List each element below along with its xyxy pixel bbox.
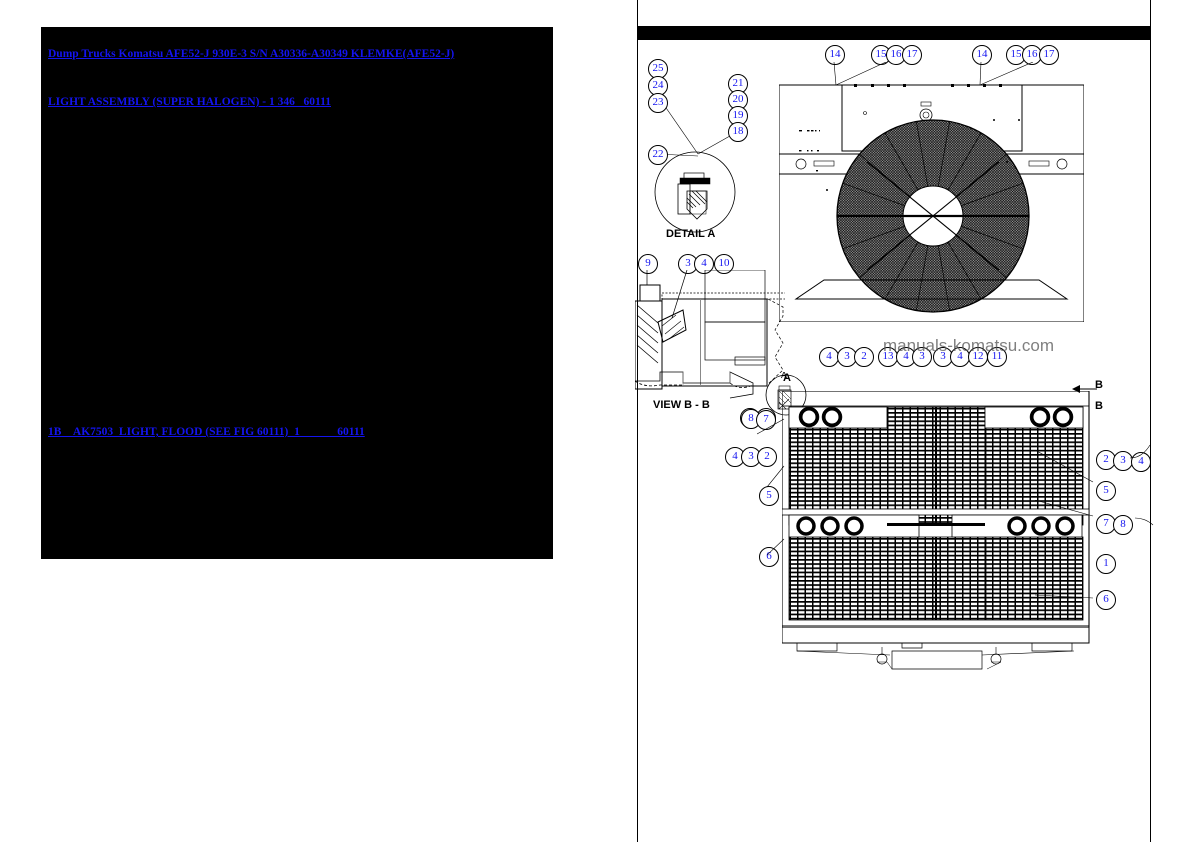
svg-text:VIEW B - B: VIEW B - B (653, 399, 710, 410)
